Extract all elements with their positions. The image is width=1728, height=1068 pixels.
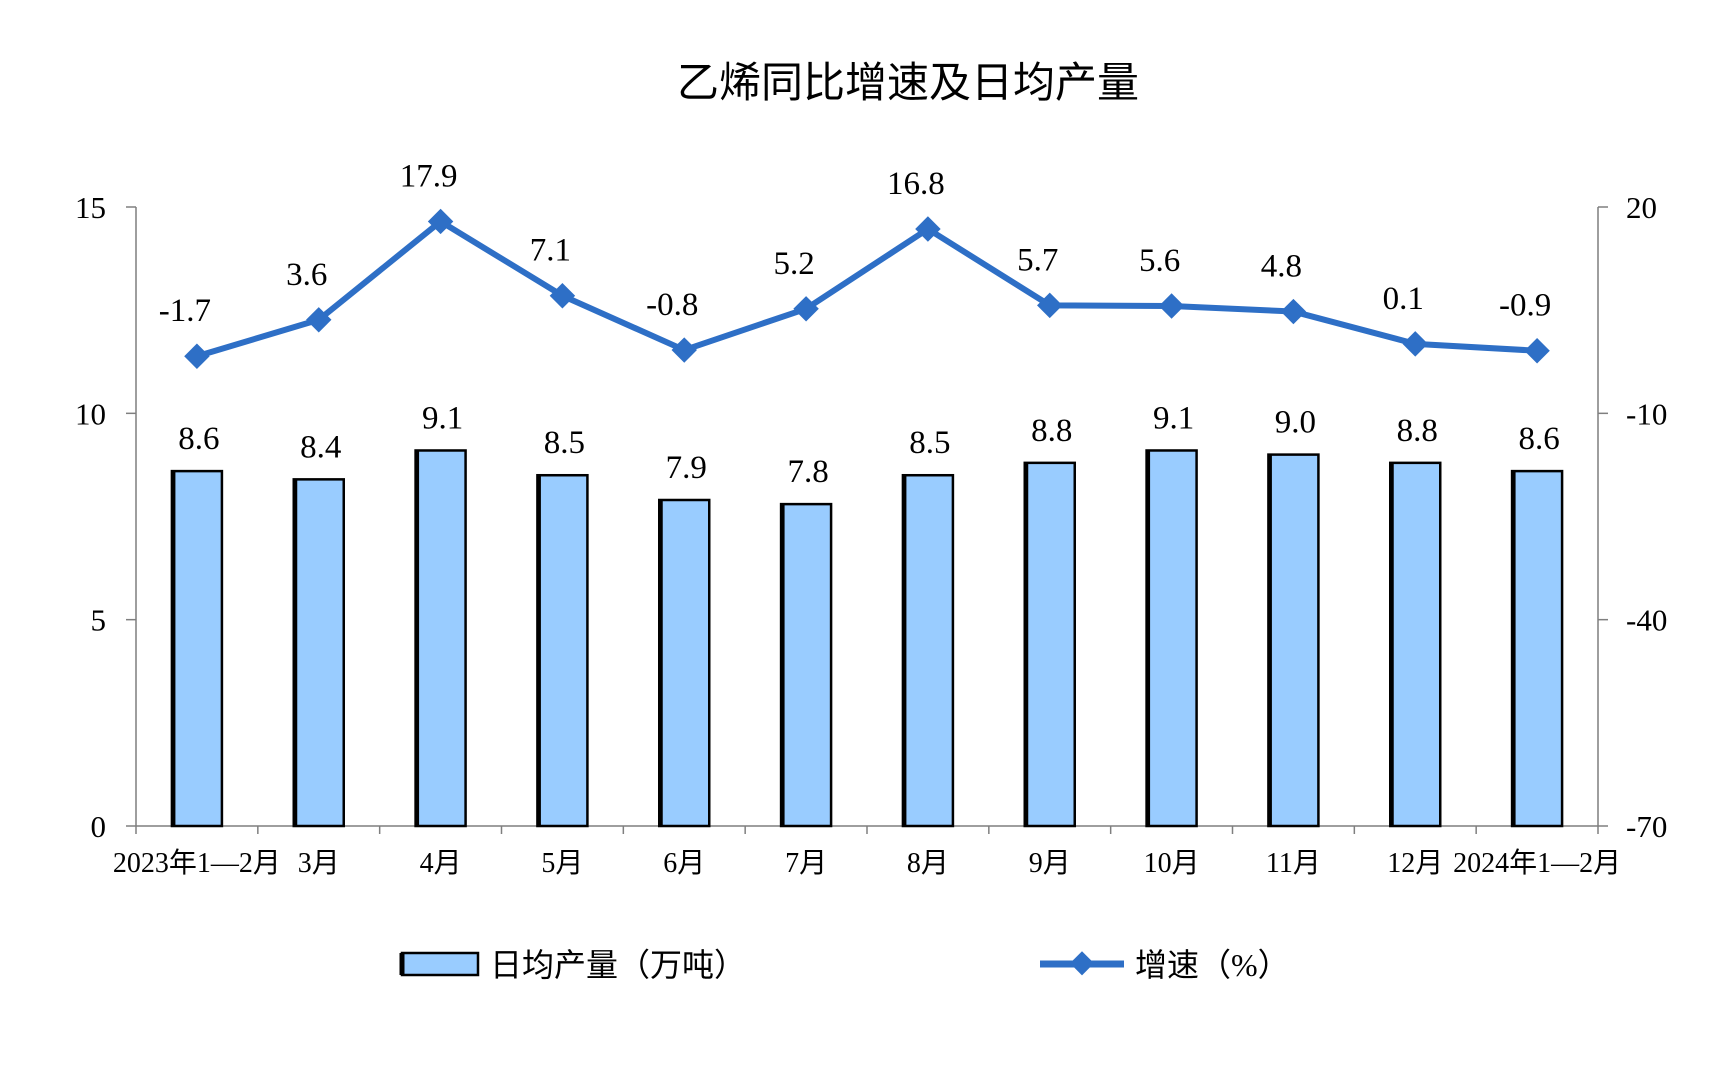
- growth-point: [549, 282, 576, 309]
- x-tick-label: 2023年1—2月: [113, 847, 281, 879]
- bar-value-label: 8.5: [544, 425, 585, 461]
- bar: [901, 473, 955, 828]
- legend-bar-label: 日均产量（万吨）: [490, 947, 746, 983]
- growth-point: [1158, 293, 1185, 319]
- bar: [658, 498, 711, 828]
- bar-value-label: 9.1: [422, 400, 463, 436]
- growth-point: [184, 343, 210, 369]
- x-tick-label: 7月: [785, 848, 827, 879]
- growth-value-label: 0.1: [1383, 281, 1424, 317]
- y-left-tick-label: 5: [91, 603, 107, 638]
- growth-value-label: -0.9: [1499, 288, 1551, 324]
- growth-point: [427, 208, 454, 235]
- bar: [1389, 461, 1442, 828]
- x-tick-label: 4月: [420, 848, 462, 879]
- growth-value-label: 5.7: [1017, 242, 1058, 278]
- growth-value-label: 17.9: [400, 158, 458, 194]
- growth-point: [915, 216, 941, 242]
- bar-value-label: 9.1: [1153, 400, 1194, 436]
- x-tick-label: 3月: [298, 848, 340, 879]
- growth-point: [1402, 331, 1428, 357]
- y-left-tick-label: 10: [75, 396, 106, 431]
- growth-value-label: -1.7: [159, 293, 211, 329]
- growth-value-label: 16.8: [887, 166, 945, 202]
- x-axis-labels: 2023年1—2月 3月 4月 5月 6月 7月 8月 9月 10月 11月 12月 2024年1—2…: [113, 847, 1621, 879]
- y-right-tick-label: -40: [1626, 603, 1667, 638]
- growth-line: [196, 218, 1538, 360]
- legend: 日均产量（万吨） 增速（%）: [399, 947, 1290, 983]
- growth-point: [1280, 298, 1307, 325]
- growth-value-label: 3.6: [286, 257, 327, 293]
- x-tick-label: 2024年1—2月: [1453, 847, 1621, 879]
- bar: [1510, 469, 1564, 828]
- y-right-tick-label: 20: [1626, 190, 1657, 225]
- bar-value-label: 7.9: [666, 450, 707, 486]
- x-tick-label: 12月: [1387, 848, 1443, 879]
- growth-value-label: 4.8: [1261, 249, 1302, 285]
- bar-value-label: 8.5: [909, 425, 950, 461]
- legend-bar-swatch: [400, 951, 480, 977]
- growth-point: [671, 337, 697, 363]
- growth-point: [306, 307, 332, 333]
- y-right-tick-label: -10: [1626, 396, 1667, 431]
- bar-value-label: 8.6: [178, 421, 219, 457]
- bar-labels: 8.6 8.4 9.1 8.5 7.9 7.8 8.5 8.8 9.1 9.0 8.8 8.6: [178, 400, 1559, 490]
- bar-value-label: 8.6: [1518, 421, 1559, 457]
- x-tick-label: 10月: [1144, 848, 1200, 879]
- bar-value-label: 7.8: [787, 454, 828, 490]
- bar-value-label: 8.8: [1397, 413, 1438, 449]
- bar: [1267, 453, 1320, 828]
- x-tick-label: 6月: [663, 848, 705, 879]
- bar-value-label: 8.4: [300, 429, 341, 465]
- bar: [170, 469, 224, 828]
- bar: [1023, 461, 1076, 828]
- growth-value-label: 7.1: [530, 233, 571, 269]
- bar: [536, 473, 589, 828]
- x-tick-label: 8月: [907, 848, 949, 879]
- growth-value-label: 5.6: [1139, 243, 1180, 279]
- y-right-tick-label: -70: [1626, 809, 1667, 844]
- x-tick-label: 11月: [1266, 848, 1321, 879]
- bar: [414, 449, 467, 828]
- growth-value-label: -0.8: [646, 287, 698, 323]
- bar-value-label: 9.0: [1275, 405, 1316, 441]
- bar: [779, 502, 833, 828]
- y-left-tick-label: 15: [75, 190, 106, 225]
- legend-line-marker: [1069, 951, 1095, 976]
- bar: [292, 478, 345, 828]
- axes: 0 5 10 15 -70 -40 -10 20: [75, 190, 1667, 844]
- legend-line-label: 增速（%）: [1135, 947, 1290, 983]
- bars: [170, 449, 1564, 828]
- line-labels: -1.7 3.6 17.9 7.1 -0.8 5.2 16.8 5.7 5.6 4.8 0.1 -0.…: [159, 158, 1551, 329]
- growth-line-layer: [184, 208, 1550, 369]
- x-tick-label: 9月: [1029, 848, 1071, 879]
- growth-point: [793, 296, 819, 322]
- x-tick-label: 5月: [541, 848, 583, 879]
- chart-title: 乙烯同比增速及日均产量: [677, 61, 1139, 107]
- bar: [1145, 449, 1198, 828]
- bar-value-label: 8.8: [1031, 413, 1072, 449]
- growth-value-label: 5.2: [773, 246, 814, 282]
- growth-point: [1524, 338, 1550, 364]
- y-left-tick-label: 0: [91, 809, 107, 844]
